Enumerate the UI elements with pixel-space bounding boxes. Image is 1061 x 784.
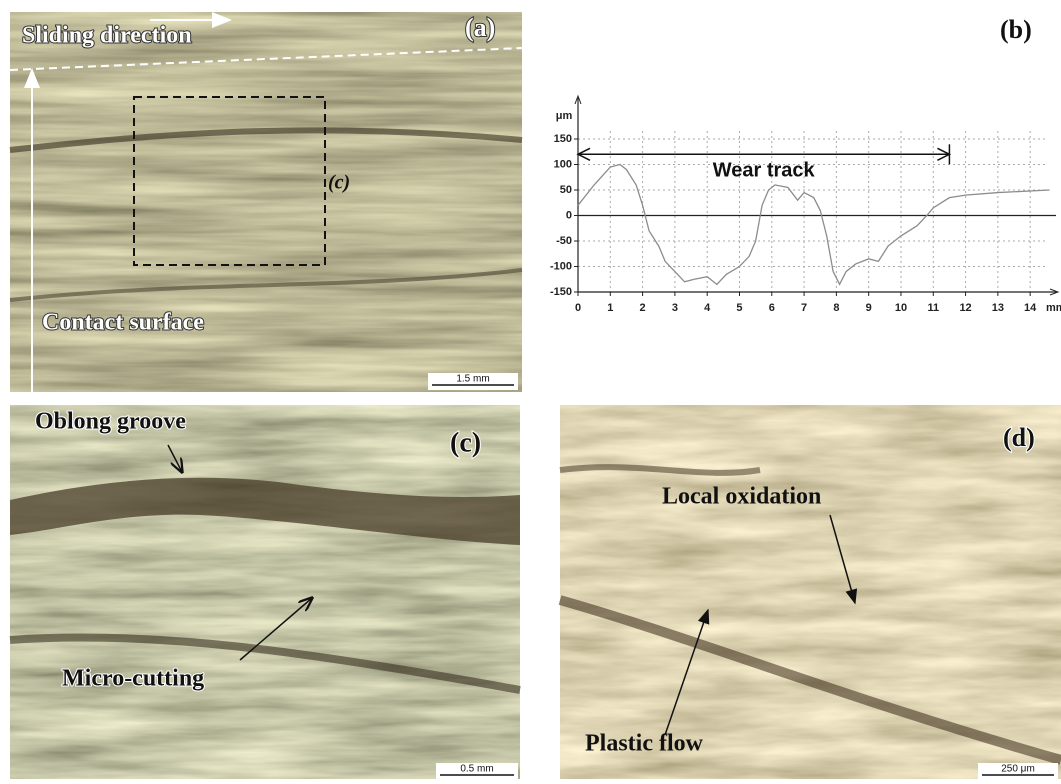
x-tick-label: 13 (992, 302, 1004, 314)
panel-label: (d) (1003, 423, 1035, 452)
figure: Sliding direction Contact surface (c) (a… (0, 0, 1061, 779)
scale-bar-label: 0.5 mm (460, 764, 493, 775)
panel-a: Sliding direction Contact surface (c) (a… (10, 12, 522, 392)
panel-c: Oblong groove Micro-cutting (c) 0.5 mm (10, 405, 520, 779)
y-tick-label: 50 (560, 184, 572, 196)
x-tick-label: 0 (575, 302, 581, 314)
x-tick-label: 2 (640, 302, 646, 314)
x-tick-label: 12 (959, 302, 971, 314)
x-tick-label: 8 (833, 302, 839, 314)
annotation: Plastic flow (585, 731, 704, 757)
x-tick-label: 14 (1024, 302, 1037, 314)
x-axis-label: mm (1046, 302, 1061, 314)
annotation: Oblong groove (35, 409, 186, 435)
y-tick-label: -100 (550, 260, 572, 272)
y-tick-label: 0 (566, 209, 572, 221)
x-tick-label: 9 (866, 302, 872, 314)
annotation: Wear track (713, 160, 816, 182)
scale-bar-label: 1.5 mm (456, 374, 489, 385)
micrograph (560, 405, 1061, 779)
y-tick-label: 150 (554, 133, 572, 145)
panel-label: (a) (465, 13, 495, 42)
annotation: Sliding direction (22, 23, 192, 49)
y-tick-label: -50 (556, 235, 572, 247)
annotation: Contact surface (42, 310, 204, 336)
page: {"panels": { "a": {"label": "(a)", "slid… (0, 0, 1061, 779)
x-tick-label: 3 (672, 302, 678, 314)
y-tick-label: 100 (554, 158, 572, 170)
x-tick-label: 7 (801, 302, 807, 314)
panel-label: (c) (450, 427, 481, 458)
inset-label: (c) (328, 172, 350, 194)
annotation: Local oxidation (662, 484, 821, 510)
x-tick-label: 6 (769, 302, 775, 314)
x-tick-label: 1 (607, 302, 613, 314)
panel-d: Local oxidation Plastic flow (d) 250 μm (560, 405, 1061, 779)
x-tick-label: 10 (895, 302, 907, 314)
annotation: Micro-cutting (62, 666, 204, 692)
x-tick-label: 11 (927, 302, 939, 314)
y-tick-label: -150 (550, 286, 572, 298)
panel-label: (b) (1000, 15, 1032, 44)
x-tick-label: 4 (704, 302, 711, 314)
scale-bar-label: 250 μm (1001, 764, 1035, 775)
x-tick-label: 5 (736, 302, 742, 314)
y-axis-label: μm (556, 110, 573, 122)
micrograph (10, 405, 520, 779)
